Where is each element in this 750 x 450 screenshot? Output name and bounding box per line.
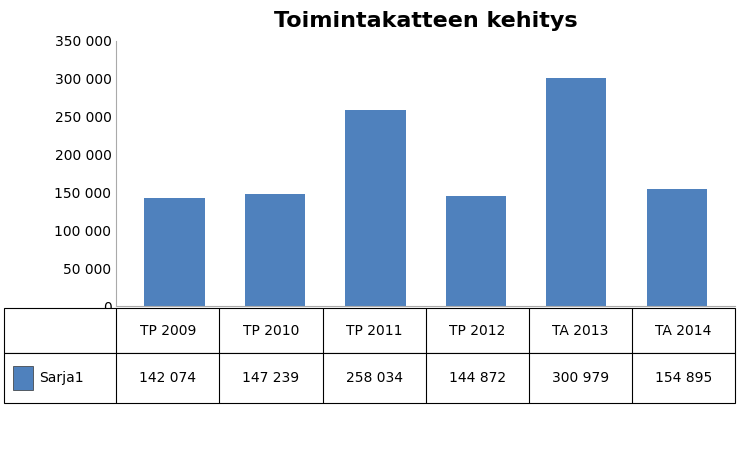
Text: 144 872: 144 872 [448, 371, 506, 385]
Text: 258 034: 258 034 [346, 371, 403, 385]
Text: TP 2011: TP 2011 [346, 324, 402, 338]
Title: Toimintakatteen kehitys: Toimintakatteen kehitys [274, 11, 578, 31]
Bar [646, 189, 706, 306]
Bar [144, 198, 205, 306]
Bar [546, 78, 607, 306]
Bar [446, 196, 506, 306]
Text: 154 895: 154 895 [655, 371, 712, 385]
Bar [244, 194, 305, 306]
Text: TP 2009: TP 2009 [140, 324, 196, 338]
Text: TP 2012: TP 2012 [449, 324, 506, 338]
Text: 300 979: 300 979 [552, 371, 609, 385]
Text: Sarja1: Sarja1 [39, 371, 83, 385]
Text: 147 239: 147 239 [242, 371, 299, 385]
Bar [13, 365, 33, 391]
Text: TA 2013: TA 2013 [552, 324, 608, 338]
Text: TA 2014: TA 2014 [656, 324, 712, 338]
Bar [345, 110, 406, 306]
Text: TP 2010: TP 2010 [243, 324, 299, 338]
Text: 142 074: 142 074 [140, 371, 196, 385]
